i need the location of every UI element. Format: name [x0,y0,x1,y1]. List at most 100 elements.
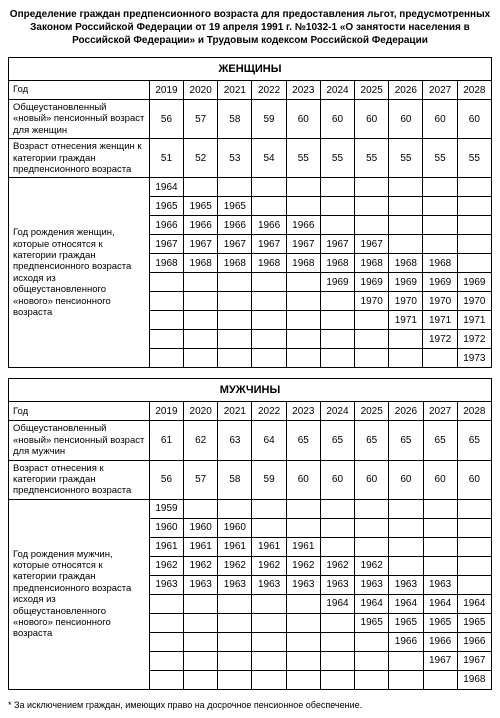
table-cell [252,651,286,670]
table-cell: 1972 [457,330,491,349]
table-cell [457,197,491,216]
table-cell: 1961 [149,537,183,556]
women-table: ЖЕНЩИНЫ Год 2019202020212022202320242025… [8,57,492,368]
table-cell: 1960 [149,518,183,537]
table-cell: 2028 [457,81,491,100]
row-label: Общеустановленный «новый» пенсионный воз… [9,100,150,139]
table-cell [252,594,286,613]
table-cell: 1965 [184,197,218,216]
table-cell: 2019 [149,402,183,421]
table-cell: 1966 [389,632,423,651]
women-year-row: Год 201920202021202220232024202520262027… [9,81,492,100]
table-cell [149,613,183,632]
table-cell: 1961 [218,537,252,556]
table-cell: 1968 [218,254,252,273]
women-preage-row: Возраст отнесения женщин к категории гра… [9,139,492,178]
table-cell: 1965 [218,197,252,216]
table-cell: 2024 [320,81,354,100]
table-cell: 1964 [423,594,457,613]
table-cell [252,349,286,368]
table-cell [149,670,183,689]
table-cell [252,670,286,689]
men-table: МУЖЧИНЫ Год 2019202020212022202320242025… [8,378,492,689]
table-cell [389,518,423,537]
table-cell [218,651,252,670]
table-cell [184,178,218,197]
table-cell [218,311,252,330]
table-cell [320,651,354,670]
table-cell [286,273,320,292]
table-cell: 1963 [286,575,320,594]
table-cell [286,311,320,330]
men-preage-row: Возраст отнесения к категории граждан пр… [9,460,492,499]
table-cell: 1968 [423,254,457,273]
table-cell [320,518,354,537]
table-cell: 1962 [184,556,218,575]
table-cell [252,330,286,349]
table-cell: 1970 [457,292,491,311]
table-cell [355,670,389,689]
row-label: Возраст отнесения к категории граждан пр… [9,460,150,499]
table-cell: 2019 [149,81,183,100]
table-cell [355,311,389,330]
table-cell [355,349,389,368]
table-cell [423,197,457,216]
table-cell [389,556,423,575]
table-cell [218,670,252,689]
table-cell: 65 [320,421,354,460]
table-cell [457,518,491,537]
year-label: Год [9,81,150,100]
table-cell [218,178,252,197]
table-cell [149,330,183,349]
table-cell [252,292,286,311]
table-cell [218,330,252,349]
page-title: Определение граждан предпенсионного возр… [8,8,492,47]
table-cell: 1968 [389,254,423,273]
table-cell: 2025 [355,402,389,421]
table-cell: 1968 [184,254,218,273]
table-cell: 1965 [355,613,389,632]
table-cell [184,349,218,368]
table-cell [457,499,491,518]
table-cell [423,670,457,689]
table-cell [218,499,252,518]
table-cell: 60 [389,100,423,139]
table-cell [252,273,286,292]
table-cell: 1960 [218,518,252,537]
table-cell [286,670,320,689]
table-cell: 1962 [252,556,286,575]
table-cell: 1967 [218,235,252,254]
table-cell: 57 [184,100,218,139]
row-label: Возраст отнесения женщин к категории гра… [9,139,150,178]
table-cell [457,556,491,575]
table-cell: 1969 [423,273,457,292]
table-cell: 55 [389,139,423,178]
table-cell [320,632,354,651]
table-cell: 1970 [389,292,423,311]
men-age-row: Общеустановленный «новый» пенсионный воз… [9,421,492,460]
table-cell [252,518,286,537]
table-cell [320,178,354,197]
table-cell [457,235,491,254]
table-cell: 2025 [355,81,389,100]
table-cell: 1963 [184,575,218,594]
table-cell: 1966 [286,216,320,235]
birth-label: Год рождения женщин, которые относятся к… [9,178,150,368]
women-age-row: Общеустановленный «новый» пенсионный воз… [9,100,492,139]
table-cell [149,594,183,613]
table-cell: 2027 [423,402,457,421]
table-cell [457,178,491,197]
table-cell [218,273,252,292]
table-cell: 1970 [355,292,389,311]
table-cell: 1966 [184,216,218,235]
table-cell: 58 [218,100,252,139]
table-cell [184,311,218,330]
table-cell: 1968 [252,254,286,273]
table-cell [286,518,320,537]
table-cell: 1967 [286,235,320,254]
table-cell [286,330,320,349]
table-cell: 54 [252,139,286,178]
table-cell [355,499,389,518]
table-cell [286,632,320,651]
table-cell [423,499,457,518]
